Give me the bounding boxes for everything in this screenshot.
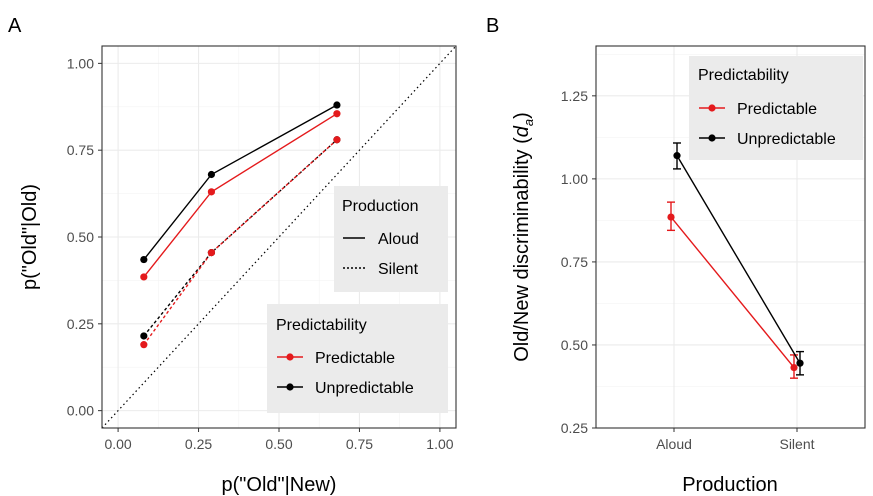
panel-b-data (667, 142, 804, 379)
panel-b-x-tick-label: Aloud (656, 436, 692, 452)
legend-key-predictable-point (286, 353, 294, 361)
panel-b-predictability-legend-title: Predictability (698, 67, 789, 84)
data-point-predictable (790, 363, 798, 372)
legend-label-unpredictable: Unpredictable (315, 380, 414, 397)
panel-a-x-tick-label: 0.25 (185, 436, 212, 452)
panel-a-y-tick-label: 1.00 (67, 55, 94, 71)
panel-a: A 0.00 0.25 0.50 0.75 1.00 0.00 0.25 0.50 0.75 1.… (8, 15, 457, 496)
panel-a-predictability-legend-box (267, 304, 448, 413)
y-title-sub: a (521, 119, 536, 126)
panel-b-predictability-legend: Predictability Predictable Unpredictable (689, 56, 863, 160)
data-point-predictable-silent (140, 341, 148, 349)
data-point-predictable-aloud (207, 188, 216, 196)
data-point-unpredictable (796, 359, 804, 367)
panel-b-y-tick-label: 1.25 (561, 88, 588, 104)
b-legend-label-unpredictable: Unpredictable (737, 131, 836, 148)
series-line-unpredictable (676, 155, 801, 364)
panel-b-y-tick-label: 0.75 (561, 254, 588, 270)
panel-a-y-tick-label: 0.00 (67, 403, 94, 419)
data-point-unpredictable-aloud (207, 170, 216, 179)
data-point-predictable-aloud (140, 273, 148, 281)
panel-a-x-axis-title: p("Old"|New) (222, 474, 337, 496)
data-point-unpredictable-aloud (333, 101, 341, 109)
production-legend-box (334, 186, 448, 292)
data-point-unpredictable (673, 152, 681, 160)
panel-a-data (101, 45, 457, 429)
chance-diagonal-line (101, 45, 457, 429)
panel-a-y-axis-title: p("Old"|Old) (19, 184, 41, 290)
panel-b-letter: B (486, 15, 499, 37)
panel-a-predictability-legend-title: Predictability (276, 317, 367, 334)
panel-b-frame (595, 45, 866, 429)
legend-key-unpredictable-point (286, 383, 294, 391)
data-point-predictable-silent (207, 249, 216, 257)
panel-b-ticks: 0.25 0.50 0.75 1.00 1.25 Aloud Silent (561, 88, 815, 452)
legend-label-predictable: Predictable (315, 350, 395, 367)
production-legend: Production Aloud Silent (334, 186, 448, 292)
data-point-unpredictable-aloud (140, 255, 148, 264)
data-point-predictable (667, 213, 675, 221)
legend-label-silent: Silent (378, 261, 419, 278)
panel-a-y-tick-label: 0.75 (67, 142, 94, 158)
series-line-predictable-silent (143, 139, 338, 346)
production-legend-title: Production (342, 198, 419, 215)
series-line-predictable-aloud (143, 113, 338, 278)
panel-b-y-tick-label: 1.00 (561, 171, 588, 187)
panel-a-x-tick-label: 1.00 (426, 436, 453, 452)
b-legend-label-predictable: Predictable (737, 101, 817, 118)
legend-label-aloud: Aloud (378, 231, 419, 248)
panel-a-letter: A (8, 15, 22, 37)
data-point-unpredictable-silent (140, 332, 148, 340)
panel-b-x-axis-title: Production (682, 474, 778, 496)
series-line-unpredictable-aloud (143, 104, 338, 261)
data-point-predictable-silent (333, 136, 341, 144)
panel-b: B 0.25 0.50 0.75 1.00 1.25 Aloud Silent Produc… (486, 15, 866, 496)
panel-b-y-tick-label: 0.50 (561, 337, 588, 353)
panel-a-y-tick-label: 0.50 (67, 229, 94, 245)
panel-a-x-tick-label: 0.50 (265, 436, 292, 452)
series-line-predictable (670, 216, 795, 368)
panel-a-x-tick-label: 0.75 (346, 436, 373, 452)
y-title-d: d (511, 125, 533, 137)
panel-a-y-tick-label: 0.25 (67, 316, 94, 332)
panel-a-predictability-legend: Predictability Predictable Unpredictable (267, 304, 448, 413)
panel-b-x-tick-label: Silent (779, 436, 814, 452)
y-title-close: ) (511, 112, 533, 119)
y-title-main: Old/New discriminability ( (511, 137, 533, 362)
panel-b-y-tick-label: 0.25 (561, 420, 588, 436)
panel-a-x-tick-label: 0.00 (104, 436, 131, 452)
panel-b-y-axis-title: Old/New discriminability (da) (511, 112, 536, 362)
panel-a-ticks: 0.00 0.25 0.50 0.75 1.00 0.00 0.25 0.50 0.75 1.00 (67, 55, 454, 452)
b-legend-key-predictable-point (708, 104, 716, 112)
data-point-predictable-aloud (333, 110, 341, 118)
b-legend-key-unpredictable-point (708, 134, 716, 142)
